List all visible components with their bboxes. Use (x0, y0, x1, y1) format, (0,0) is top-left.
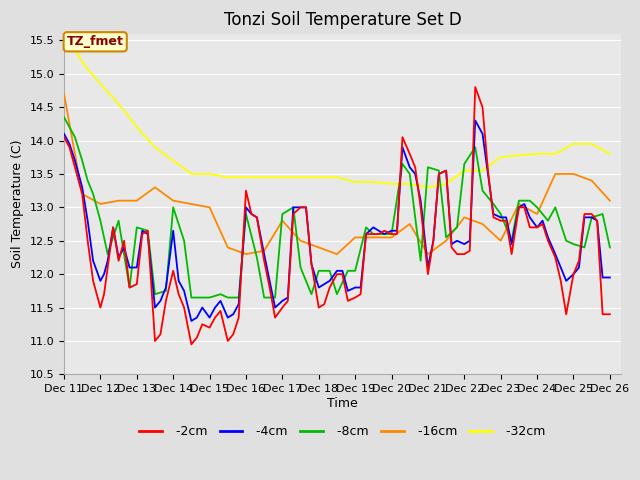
Text: TZ_fmet: TZ_fmet (67, 36, 124, 48)
X-axis label: Time: Time (327, 397, 358, 410)
Title: Tonzi Soil Temperature Set D: Tonzi Soil Temperature Set D (223, 11, 461, 29)
Y-axis label: Soil Temperature (C): Soil Temperature (C) (11, 140, 24, 268)
Legend:  -2cm,  -4cm,  -8cm,  -16cm,  -32cm: -2cm, -4cm, -8cm, -16cm, -32cm (134, 420, 550, 443)
